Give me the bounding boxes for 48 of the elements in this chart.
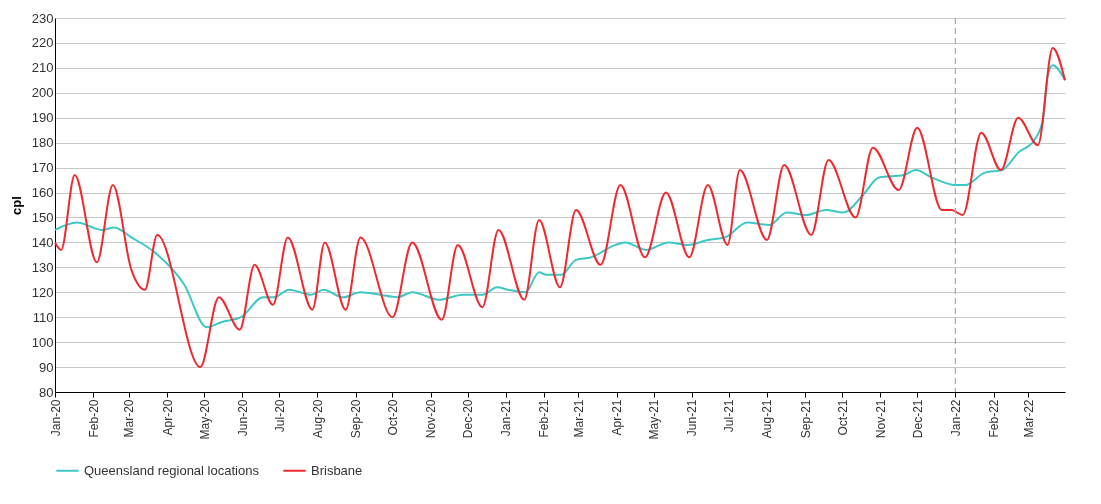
x-tick-label: Jun-21 [685, 399, 700, 437]
x-tick-label: Jun-20 [235, 399, 250, 437]
y-tick-label: 200 [31, 85, 54, 101]
y-tick-label: 150 [31, 209, 54, 225]
legend-label: Queensland regional locations [84, 462, 260, 478]
y-tick-label: 80 [39, 384, 54, 400]
x-tick-label: Jan-22 [948, 399, 963, 437]
y-tick-label: 140 [31, 234, 54, 250]
x-tick-label: Oct-21 [835, 399, 850, 436]
y-tick-label: 90 [39, 359, 54, 375]
x-tick-label: Nov-21 [873, 399, 888, 439]
x-tick-label: Jan-20 [48, 399, 63, 437]
line-series [54, 46, 1066, 369]
y-tick-label: 210 [31, 60, 54, 76]
x-tick-label: Sep-21 [798, 399, 813, 439]
x-tick-label: Aug-21 [760, 399, 775, 439]
y-axis-title: cpl [8, 196, 24, 215]
x-tick-label: May-21 [647, 399, 662, 440]
x-tick-label: Mar-20 [122, 399, 137, 438]
line-series [54, 64, 1066, 329]
y-tick-label: 110 [32, 309, 54, 325]
y-tick-label: 130 [31, 259, 54, 275]
x-tick-label: Jul-20 [272, 399, 287, 433]
y-tick-label: 100 [31, 334, 54, 350]
x-tick-label: Sep-20 [349, 399, 364, 439]
x-tick-label: Oct-20 [385, 399, 400, 436]
y-tick-label: 170 [31, 160, 54, 176]
x-tick-label: Jan-21 [499, 399, 514, 437]
y-tick-label: 220 [31, 35, 54, 51]
x-tick-label: Jul-21 [722, 399, 737, 433]
x-tick-label: May-20 [197, 399, 212, 440]
x-tick-label: Dec-21 [910, 399, 925, 439]
x-tick-label: Nov-20 [424, 399, 439, 439]
y-tick-label: 190 [31, 110, 54, 126]
y-tick-label: 230 [31, 10, 54, 26]
x-tick-label: Mar-22 [1021, 399, 1036, 438]
x-tick-label: Apr-21 [610, 399, 625, 436]
x-tick-label: Dec-20 [461, 399, 476, 439]
x-tick-label: Aug-20 [310, 399, 325, 439]
x-tick-label: Apr-20 [160, 399, 175, 436]
y-tick-label: 180 [31, 135, 54, 151]
y-tick-label: 160 [31, 185, 54, 201]
legend-label: Brisbane [311, 462, 363, 478]
x-tick-label: Mar-21 [571, 399, 586, 438]
x-tick-label: Feb-20 [86, 399, 101, 438]
x-tick-label: Feb-22 [987, 399, 1002, 438]
x-tick-label: Feb-21 [537, 399, 552, 438]
y-tick-label: 120 [31, 284, 54, 300]
